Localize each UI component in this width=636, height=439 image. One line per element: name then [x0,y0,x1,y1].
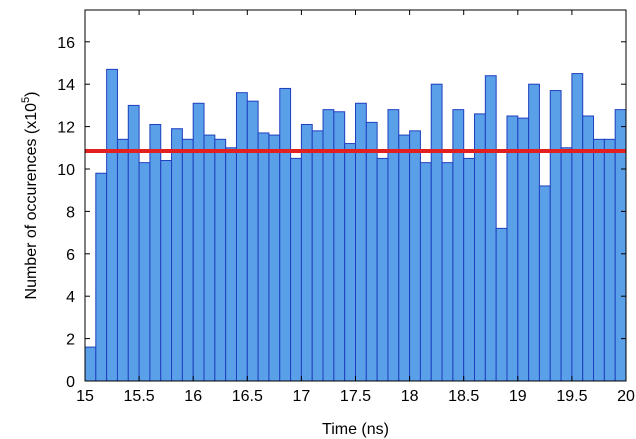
histogram-bar [518,118,529,381]
histogram-bar [442,163,453,381]
histogram-bar [215,139,226,381]
y-tick-label: 12 [57,120,75,137]
histogram-bar [301,124,312,381]
histogram-bar [604,139,615,381]
x-tick-label: 15.5 [124,388,155,405]
y-tick-label: 10 [57,162,75,179]
histogram-bar [464,158,475,381]
histogram-bar [150,124,161,381]
x-tick-label: 20 [617,388,635,405]
histogram-bar [550,91,561,381]
histogram-bar [399,135,410,381]
y-tick-label: 4 [66,289,75,306]
histogram-bar [475,114,486,381]
histogram-bar [539,186,550,381]
histogram-bar [182,139,193,381]
histogram-bar [345,144,356,381]
y-axis-label-close: ) [23,92,40,97]
x-tick-label: 15 [76,388,94,405]
histogram-bar [96,173,107,381]
histogram-bar [291,158,302,381]
x-tick-label: 17 [293,388,311,405]
histogram-bar [117,139,128,381]
histogram-bar [572,74,583,381]
y-tick-label: 14 [57,77,75,94]
histogram-bar [85,347,96,381]
histogram-bar [377,158,388,381]
x-tick-label: 18.5 [448,388,479,405]
y-axis-label-main: Number of occurences (x10 [23,103,40,300]
x-tick-label: 16 [184,388,202,405]
histogram-bar [236,93,247,381]
histogram-bar [485,76,496,381]
histogram-bar [496,228,507,381]
histogram-bar [583,116,594,381]
histogram-bar [356,103,367,381]
histogram-bar [594,139,605,381]
x-tick-label: 19.5 [556,388,587,405]
histogram-bar [529,84,540,381]
histogram-bar [431,84,442,381]
histogram-bar [410,131,421,381]
histogram-bar [139,163,150,381]
histogram-bar [312,131,323,381]
x-axis-label: Time (ns) [322,421,389,438]
x-tick-label: 18 [401,388,419,405]
x-tick-label: 19 [509,388,527,405]
histogram-bar [507,116,518,381]
bars-group [85,69,626,381]
y-tick-label: 8 [66,204,75,221]
histogram-bar [226,148,237,381]
histogram-bar [420,163,431,381]
histogram-bar [172,129,183,381]
histogram-bar [561,148,572,381]
histogram-bar [247,101,258,381]
x-tick-label: 16.5 [232,388,263,405]
histogram-bar [269,135,280,381]
histogram-bar [258,133,269,381]
y-tick-label: 6 [66,247,75,264]
x-tick-label: 17.5 [340,388,371,405]
histogram-bar [161,161,172,381]
histogram-bar [280,88,291,381]
histogram-bar [128,105,139,381]
y-tick-label: 16 [57,35,75,52]
histogram-bar [366,122,377,381]
histogram-bar [193,103,204,381]
histogram-bar [204,135,215,381]
y-tick-label: 2 [66,332,75,349]
histogram-bar [107,69,118,381]
y-axis-label: Number of occurences (x105) [20,92,40,300]
y-tick-label: 0 [66,374,75,391]
